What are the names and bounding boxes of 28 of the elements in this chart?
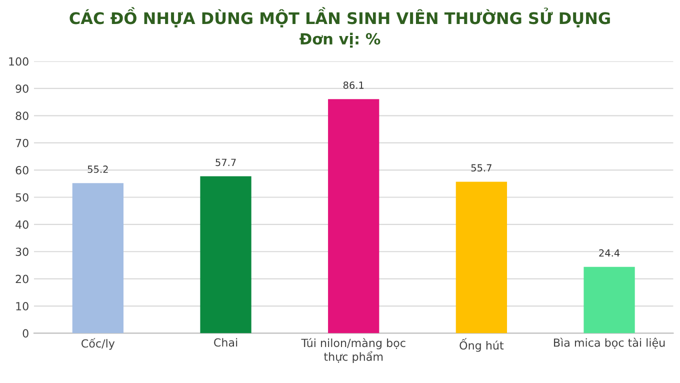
y-tick-label: 10 <box>16 302 28 310</box>
data-label: 55.7 <box>471 164 492 172</box>
y-tick-label: 20 <box>16 274 28 284</box>
y-tick-label: 0 <box>22 329 28 338</box>
bar <box>456 182 508 334</box>
bar <box>72 183 124 334</box>
x-tick-label: Chai <box>214 338 238 347</box>
chart-subtitle: Đơn vị: % <box>300 32 380 48</box>
y-tick-label: 60 <box>16 166 28 174</box>
x-tick-label: Cốc/ly <box>82 338 115 350</box>
x-tick-label: Ống hút <box>460 338 504 352</box>
y-tick-label: 40 <box>16 220 28 229</box>
bar <box>584 266 635 334</box>
x-tick-label: Túi nilon/màng bọc thực phẩm <box>301 338 406 364</box>
y-tick-label: 70 <box>16 138 28 148</box>
y-tick-label: 50 <box>16 193 28 202</box>
data-label: 86.1 <box>343 82 364 89</box>
bar <box>328 99 380 334</box>
chart-title: CÁC ĐỒ NHỰA DÙNG MỘT LẦN SINH VIÊN THƯỜNG SỬ DỤNG <box>70 7 610 28</box>
bar <box>200 176 252 334</box>
data-label: 57.7 <box>216 158 236 166</box>
y-tick-label: 100 <box>9 57 28 66</box>
y-tick-label: 90 <box>16 84 28 93</box>
x-tick-label: Bìa mica bọc tài liệu <box>554 338 665 349</box>
data-label: 24.4 <box>599 249 620 257</box>
y-tick-label: 80 <box>16 112 28 120</box>
y-tick-label: 30 <box>16 248 28 256</box>
data-label: 55.2 <box>88 166 108 173</box>
